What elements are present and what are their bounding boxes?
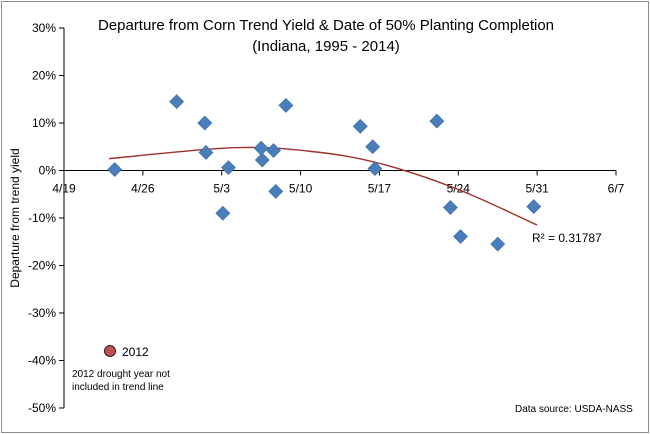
x-tick-label: 6/7 [608,182,625,196]
data-point [198,145,214,160]
data-point [490,236,506,252]
data-point [268,183,284,199]
excluded-point-group: 2012 2012 drought year not included in tre… [72,345,170,393]
r-squared-label: R² = 0.31787 [532,231,602,245]
y-tick-label: 10% [32,116,56,130]
y-tick-label: -10% [28,211,56,225]
data-point [442,200,458,215]
data-point [367,161,383,177]
data-point [365,139,381,155]
data-source-label: Data source: USDA-NASS [515,404,633,415]
trendline [108,146,538,226]
y-tick-label: 30% [32,21,56,35]
y-tick-label: -20% [28,259,56,273]
x-tick-label: 5/10 [289,182,313,196]
y-tick-labels: 30% 20% 10% 0% -10% -20% -30% -40% -50% [28,21,56,415]
y-tick-label: -40% [28,354,56,368]
axes [59,27,617,409]
data-point [254,152,270,168]
y-tick-label: -50% [28,401,56,415]
data-point [107,162,123,177]
data-point [169,94,185,110]
data-point [215,205,231,221]
y-tick-label: 20% [32,69,56,83]
data-point [253,140,269,156]
x-tick-label: 4/19 [52,182,76,196]
x-tick-label: 5/17 [368,182,392,196]
data-point [266,143,281,158]
data-point [197,115,213,131]
data-point [221,160,236,176]
data-point [278,98,294,113]
x-tick-label: 4/26 [131,182,155,196]
data-point [429,113,445,129]
chart-title-group: Departure from Corn Trend Yield & Date o… [98,17,554,55]
data-point [453,229,468,244]
excluded-note-line: 2012 drought year not [72,369,170,380]
excluded-note-line: included in trend line [72,382,164,393]
y-axis-label: Departure from trend yield [8,148,22,287]
y-tick-label: -30% [28,306,56,320]
chart-subtitle: (Indiana, 1995 - 2014) [252,38,400,55]
x-tick-labels: 4/19 4/26 5/3 5/10 5/17 5/24 5/31 6/7 [52,182,624,196]
trendline-group [108,146,538,226]
x-tick-label: 5/3 [213,182,230,196]
chart-title: Departure from Corn Trend Yield & Date o… [98,17,554,34]
data-point [352,118,368,134]
data-points [107,94,542,252]
data-point [526,199,542,215]
x-tick-label: 5/31 [525,182,549,196]
y-tick-label: 0% [39,164,57,178]
excluded-point-2012 [104,345,116,357]
excluded-point-label: 2012 [122,345,149,359]
